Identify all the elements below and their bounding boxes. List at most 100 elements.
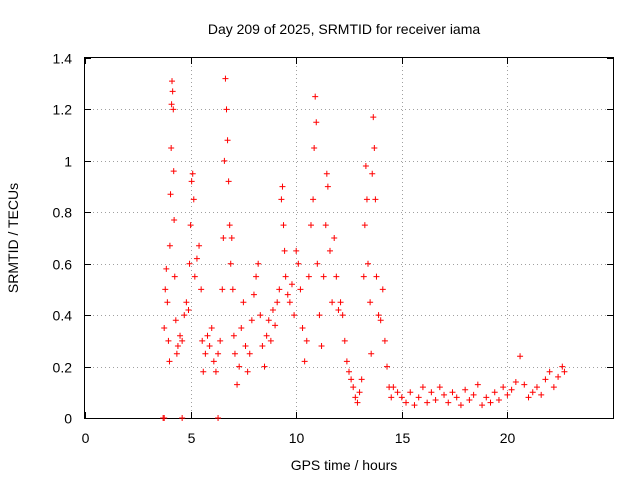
data-point <box>199 337 206 344</box>
data-point <box>320 273 327 280</box>
data-point <box>186 260 193 267</box>
data-point <box>326 247 333 254</box>
data-point <box>303 337 310 344</box>
data-point <box>339 312 346 319</box>
data-point <box>352 394 359 401</box>
data-point <box>206 343 213 349</box>
data-point <box>363 196 370 203</box>
grid <box>85 58 613 418</box>
x-axis-label: GPS time / hours <box>291 457 398 473</box>
data-point <box>390 384 397 391</box>
data-point <box>361 222 368 229</box>
data-point <box>167 191 174 198</box>
data-point <box>512 379 519 385</box>
data-point <box>371 145 378 151</box>
data-point <box>244 368 251 375</box>
data-point <box>234 381 241 388</box>
data-point <box>529 389 536 396</box>
data-point <box>500 384 507 391</box>
data-point <box>323 170 330 177</box>
data-point <box>170 168 177 175</box>
data-point <box>525 394 532 401</box>
data-point <box>415 394 422 401</box>
data-point <box>449 389 456 396</box>
data-point <box>314 260 321 267</box>
data-point <box>331 235 338 241</box>
data-point <box>343 358 350 365</box>
data-point <box>191 273 198 280</box>
axis-ticks <box>85 58 613 419</box>
data-point <box>291 312 298 319</box>
data-point <box>337 299 344 306</box>
data-point <box>424 399 431 406</box>
data-point <box>246 350 253 357</box>
data-point <box>169 88 176 95</box>
data-point <box>432 397 439 403</box>
data-point <box>436 384 443 391</box>
data-point <box>210 358 217 365</box>
data-point <box>313 119 320 126</box>
y-tick-label: 1.4 <box>53 51 73 67</box>
data-point <box>538 391 545 398</box>
data-point <box>280 222 287 229</box>
data-point <box>171 273 178 280</box>
data-point <box>226 222 233 229</box>
data-point <box>240 299 247 306</box>
data-point <box>190 196 197 203</box>
data-point <box>168 101 175 108</box>
data-point <box>546 368 553 375</box>
data-point <box>348 376 355 383</box>
data-point <box>470 391 477 398</box>
data-point <box>168 145 175 151</box>
data-point <box>189 170 196 177</box>
data-point <box>297 286 304 293</box>
data-point <box>204 332 211 339</box>
y-tick-label: 1 <box>64 154 72 170</box>
data-point <box>223 106 230 113</box>
data-point <box>350 384 357 391</box>
data-point <box>163 265 170 272</box>
data-point <box>559 363 566 370</box>
data-point <box>474 381 481 388</box>
data-point <box>259 343 266 349</box>
data-point <box>318 343 325 349</box>
data-point <box>375 312 382 319</box>
data-point <box>293 247 300 254</box>
data-point <box>255 260 262 267</box>
data-point <box>550 384 557 391</box>
data-point <box>161 325 168 331</box>
data-point <box>428 389 435 396</box>
data-point <box>265 317 272 324</box>
data-point <box>263 332 270 339</box>
data-point <box>215 415 222 421</box>
data-point <box>299 325 306 331</box>
y-tick-label: 0.2 <box>53 360 73 376</box>
data-point <box>217 337 224 344</box>
data-point <box>322 222 329 229</box>
data-point <box>310 196 317 203</box>
data-point <box>311 145 318 151</box>
data-point <box>228 235 235 241</box>
data-point <box>384 363 391 370</box>
data-point <box>284 291 291 298</box>
data-point <box>198 286 205 293</box>
data-point <box>301 358 308 365</box>
data-point <box>379 286 386 293</box>
data-point <box>462 386 469 393</box>
data-point <box>487 399 494 406</box>
data-point <box>231 350 238 357</box>
data-point <box>169 78 176 85</box>
data-point <box>491 389 498 396</box>
x-tick-label: 0 <box>82 430 90 446</box>
data-point <box>202 350 209 357</box>
data-point <box>177 332 184 339</box>
data-point <box>193 255 200 262</box>
data-point <box>453 394 460 401</box>
chart-title: Day 209 of 2025, SRMTID for receiver iam… <box>208 21 481 37</box>
data-point <box>171 217 178 223</box>
data-point <box>274 299 281 306</box>
data-point <box>370 114 377 121</box>
data-point <box>267 337 274 344</box>
data-point <box>229 286 236 293</box>
